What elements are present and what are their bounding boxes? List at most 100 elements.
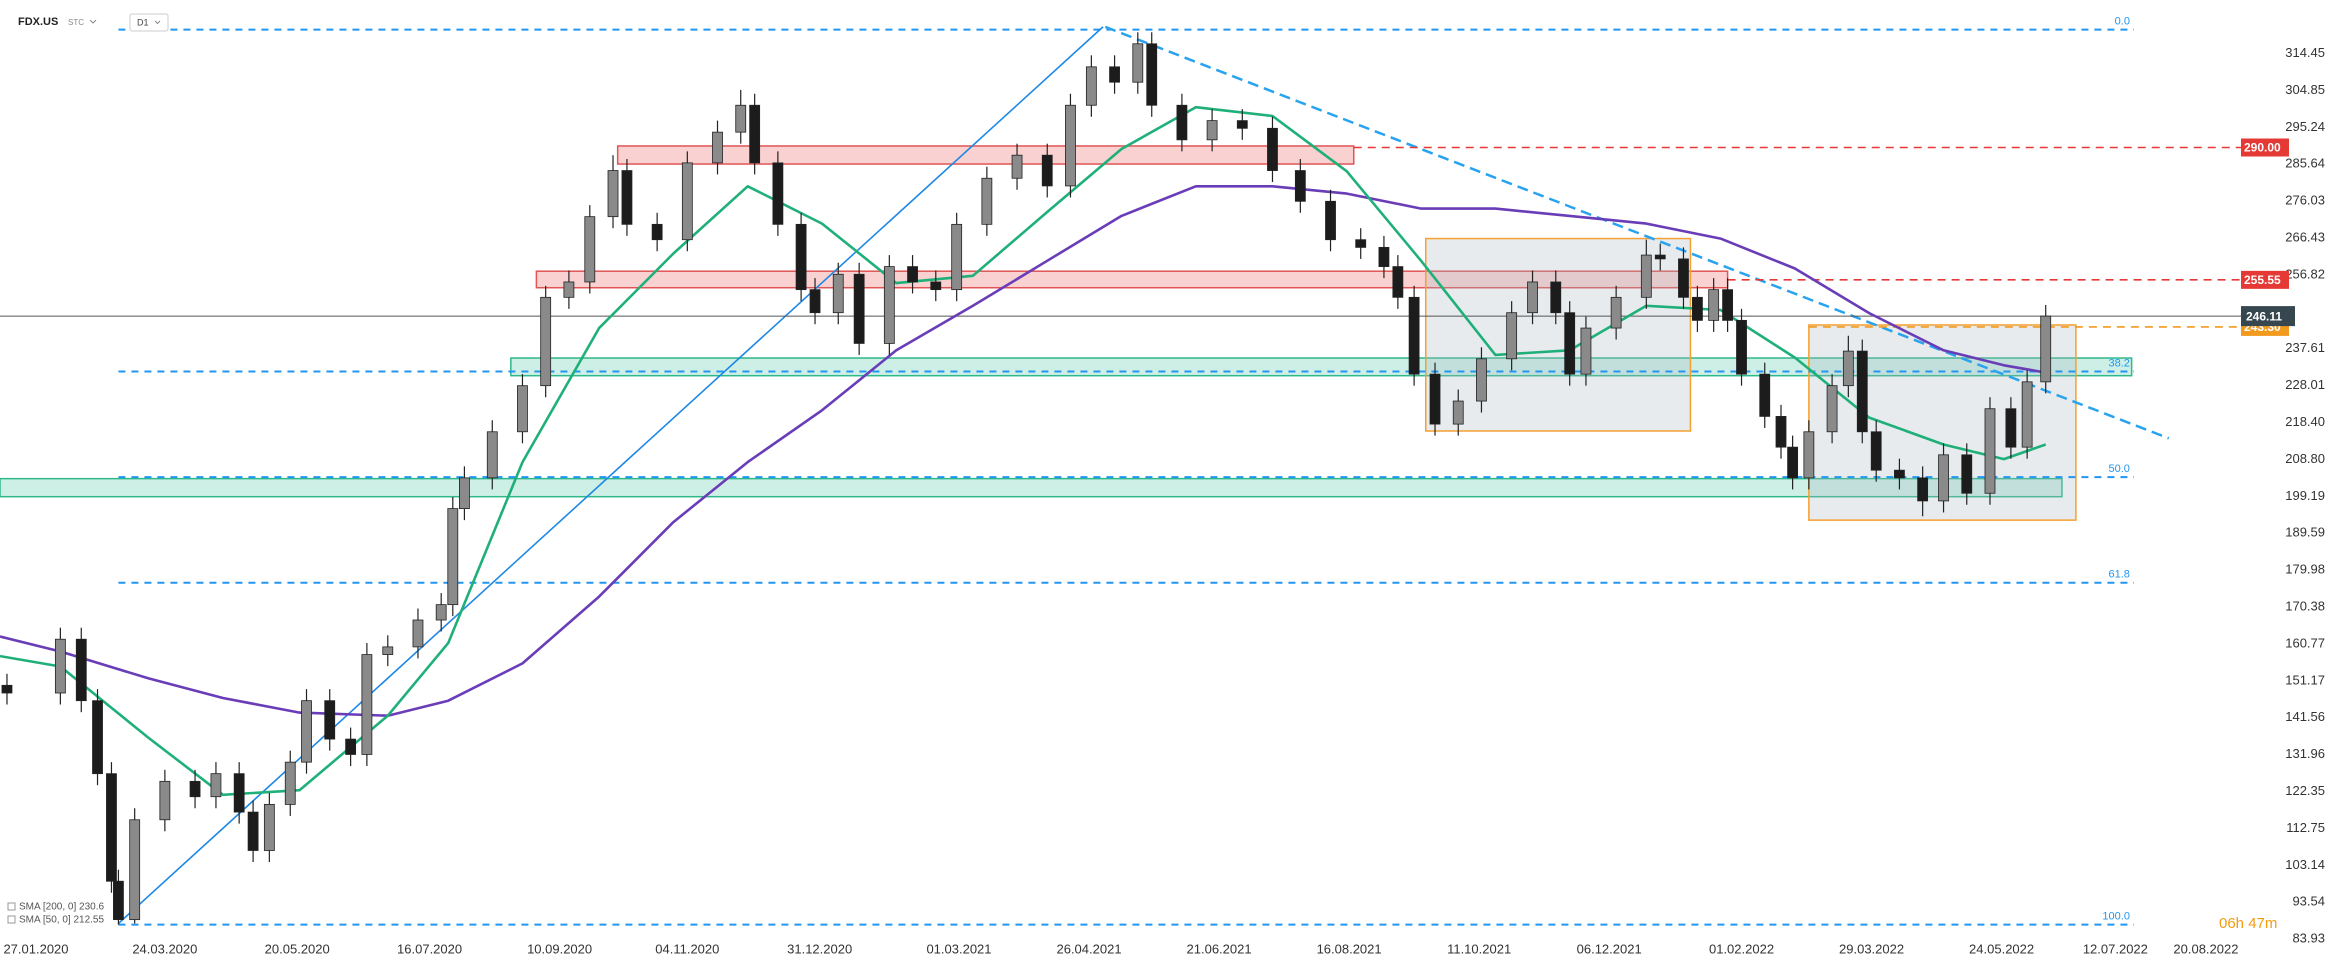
candle-body — [1640, 254, 1652, 298]
sma-line — [0, 185, 2046, 717]
x-tick-label: 24.05.2022 — [1969, 941, 2034, 956]
y-tick-label: 122.35 — [2285, 783, 2325, 798]
candle-body — [681, 162, 693, 241]
candle-body — [1476, 358, 1487, 402]
y-tick-label: 151.17 — [2285, 672, 2325, 687]
y-tick-label: 218.40 — [2285, 414, 2325, 429]
x-tick-label: 16.07.2020 — [397, 941, 462, 956]
zone — [616, 145, 1355, 165]
x-tick-label: 06.12.2021 — [1577, 941, 1642, 956]
candle-body — [1146, 43, 1158, 106]
y-tick-label: 314.45 — [2285, 45, 2325, 60]
candle-body — [129, 819, 141, 921]
candle-body — [1506, 312, 1518, 360]
candle-body — [1176, 104, 1188, 141]
candle-body — [809, 289, 821, 314]
candle-body — [447, 508, 459, 606]
y-tick-label: 103.14 — [2285, 857, 2325, 872]
interval-selector[interactable] — [129, 13, 169, 32]
candle-body — [345, 738, 357, 755]
candle-body — [1065, 104, 1076, 187]
candle-body — [1408, 296, 1420, 375]
candle-body — [1984, 408, 1996, 494]
candle-body — [1, 684, 13, 694]
candle-body — [1678, 258, 1689, 298]
candle-body — [1392, 266, 1404, 298]
interval: D1 — [137, 17, 149, 27]
fib-label: 100.0 — [2102, 911, 2130, 923]
candle-body — [412, 619, 424, 648]
x-tick-label: 11.10.2021 — [1447, 941, 1511, 956]
candle-body — [1961, 454, 1973, 494]
candle-body — [1452, 400, 1464, 425]
y-tick-label: 93.54 — [2292, 894, 2325, 909]
candle-body — [2005, 408, 2017, 448]
candle-body — [1550, 281, 1562, 314]
x-tick-label: 16.08.2021 — [1317, 941, 1382, 956]
candle-body — [263, 803, 275, 851]
y-tick-label: 160.77 — [2285, 635, 2325, 650]
candle-body — [1787, 446, 1799, 479]
price-level-tag — [2241, 138, 2289, 157]
y-tick-label: 266.43 — [2285, 229, 2325, 244]
candle-body — [735, 104, 747, 133]
candle-body — [540, 296, 552, 387]
y-tick-label: 112.75 — [2286, 820, 2325, 835]
candle-body — [563, 281, 575, 298]
header: FDX.US STC D1 — [18, 13, 169, 32]
subtitle: STC — [68, 18, 84, 27]
fib-label: 38.2 — [2109, 357, 2130, 369]
candle-body — [233, 773, 245, 813]
candle-body — [435, 604, 447, 621]
candle-body — [382, 646, 394, 655]
y-tick-label: 199.19 — [2285, 488, 2325, 503]
candle-body — [607, 170, 619, 218]
price-level-label: 255.55 — [2244, 273, 2281, 287]
candle-body — [247, 811, 259, 851]
candle-body — [981, 177, 993, 225]
x-tick-label: 24.03.2020 — [132, 941, 197, 956]
legend-entry: SMA [200, 0] 230.6 — [19, 902, 104, 913]
x-tick-label: 01.02.2022 — [1709, 941, 1774, 956]
y-tick-label: 228.01 — [2285, 377, 2325, 392]
candle-body — [651, 223, 663, 241]
y-tick-label: 276.03 — [2285, 193, 2325, 208]
candle-body — [1759, 373, 1771, 417]
labels: 314.45 304.85 295.24 285.64 276.03 266.43 256.… — [3, 15, 2325, 956]
trendline — [117, 26, 1104, 925]
candle-body — [1856, 350, 1868, 433]
candle-body — [1826, 385, 1838, 433]
y-tick-label: 237.61 — [2285, 340, 2325, 355]
candle-body — [1917, 477, 1929, 502]
trendline — [1104, 25, 2170, 440]
candle-body — [1803, 431, 1815, 479]
dropdown-caret[interactable] — [89, 19, 97, 24]
candle-body — [2040, 315, 2052, 383]
candle-body — [1708, 289, 1720, 321]
y-tick-label: 170.38 — [2285, 598, 2325, 613]
y-tick-label: 141.56 — [2285, 709, 2325, 724]
candle-body — [1109, 66, 1120, 83]
x-tick-label: 10.09.2020 — [527, 941, 592, 956]
candle-body — [1580, 327, 1592, 375]
candle-body — [1564, 312, 1576, 375]
x-tick-label: 01.03.2021 — [926, 941, 991, 956]
candle-body — [517, 385, 528, 433]
fib-label: 50.0 — [2109, 463, 2130, 475]
countdown-timer: 06h 47m — [2219, 915, 2277, 932]
candle-body — [712, 131, 723, 164]
zone — [0, 477, 2063, 498]
candle-body — [951, 223, 963, 291]
candle-body — [1870, 431, 1882, 471]
candle-body — [113, 880, 124, 921]
candle-body — [2021, 381, 2033, 448]
x-tick-label: 04.11.2020 — [655, 941, 719, 956]
y-tick-label: 179.98 — [2285, 562, 2325, 577]
y-tick-label: 189.59 — [2285, 525, 2325, 540]
candle-body — [486, 431, 498, 479]
x-tick-label: 29.03.2022 — [1839, 941, 1904, 956]
legend-entry: SMA [50, 0] 212.55 — [19, 915, 104, 926]
x-tick-label: 26.04.2021 — [1056, 941, 1121, 956]
